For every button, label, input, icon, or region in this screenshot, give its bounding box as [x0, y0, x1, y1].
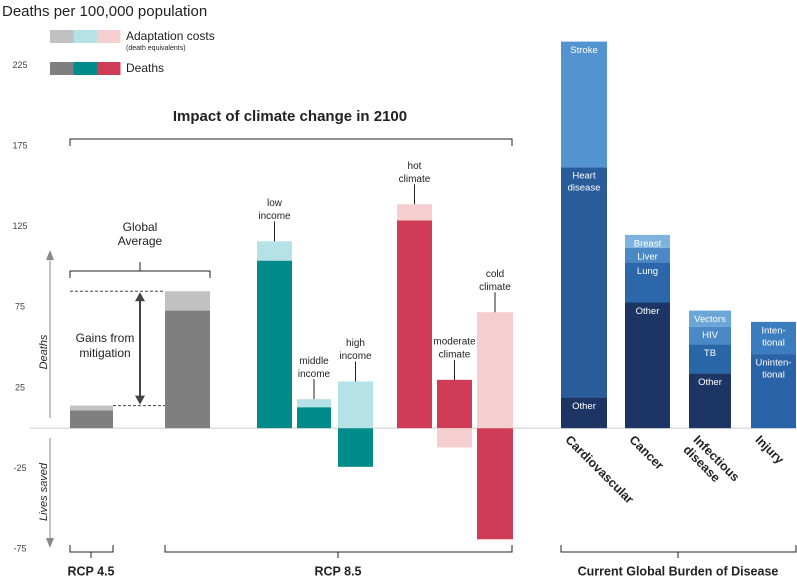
- legend-note: (death equivalents): [126, 45, 186, 52]
- y-tick-label: -25: [13, 463, 26, 473]
- y-tick-label: 225: [12, 60, 27, 70]
- bar-label: middle: [299, 356, 329, 367]
- bar-segment: [257, 260, 292, 429]
- bar-segment: [70, 405, 113, 411]
- bar-segment: [625, 302, 670, 429]
- bar-segment: [689, 373, 731, 429]
- segment-label: Liver: [637, 251, 658, 262]
- bar-segment: [338, 381, 373, 429]
- bar-segment: [689, 310, 731, 327]
- legend-swatch: [50, 30, 74, 43]
- bar-label: climate: [399, 174, 431, 185]
- y-tick-label: 125: [12, 221, 27, 231]
- bar-segment: [625, 234, 670, 248]
- segment-label: Lung: [637, 266, 658, 277]
- bar-segment: [751, 354, 796, 429]
- brackets: [69, 138, 797, 558]
- bar-segment: [689, 326, 731, 345]
- group-label: RCP 8.5: [314, 564, 361, 578]
- bar-label: income: [298, 369, 331, 380]
- category-label: Injury: [753, 433, 787, 467]
- category-label: Cardiovascular: [563, 433, 637, 507]
- legend-swatch: [97, 30, 121, 43]
- y-tick-label: 25: [15, 382, 25, 392]
- bar-segment: [437, 428, 472, 448]
- bar-segment: [625, 262, 670, 303]
- bar-segment: [625, 247, 670, 263]
- y-tick-label: -75: [13, 543, 26, 553]
- legend-swatch: [73, 62, 97, 75]
- bar-segment: [561, 41, 607, 168]
- bar-segment: [561, 397, 607, 429]
- bar-segment: [397, 220, 432, 429]
- axis-label: Lives saved: [38, 462, 50, 521]
- y-tick-label: 175: [12, 141, 27, 151]
- bar-segment: [165, 310, 210, 429]
- legend-label: Deaths: [126, 61, 164, 75]
- annotation: mitigation: [79, 346, 130, 360]
- segment-label: Vectors: [694, 314, 726, 325]
- legend-label: Adaptation costs: [126, 29, 215, 43]
- segment-label: Other: [572, 401, 596, 412]
- bar-segment: [751, 321, 796, 355]
- bar-label: income: [339, 351, 372, 362]
- bar-segment: [689, 344, 731, 374]
- bar-segment: [561, 167, 607, 398]
- arrow-head: [135, 395, 145, 405]
- bar-segment: [477, 428, 513, 540]
- bar-segment: [257, 241, 292, 261]
- bar-label: climate: [479, 282, 511, 293]
- bar-label: low: [267, 198, 283, 209]
- annotation: Global: [123, 220, 158, 234]
- segment-label: HIV: [702, 330, 719, 341]
- category-label: Cancer: [627, 433, 667, 473]
- bar-label: moderate: [433, 336, 476, 347]
- bar-segment: [297, 399, 331, 408]
- bar-label: hot: [408, 161, 422, 172]
- segment-label: disease: [568, 183, 601, 194]
- segment-label: Uninten-: [756, 358, 792, 369]
- axis-label: Deaths: [38, 334, 50, 369]
- segment-label: Other: [698, 377, 722, 388]
- bar-label: cold: [486, 269, 504, 280]
- legend-swatch: [73, 30, 97, 43]
- bar-segment: [297, 407, 331, 429]
- group-label: RCP 4.5: [67, 564, 114, 578]
- bar-label: climate: [439, 349, 471, 360]
- bar-label: high: [346, 338, 365, 349]
- legend-swatch: [50, 62, 74, 75]
- segment-label: TB: [704, 348, 716, 359]
- arrow-head: [135, 292, 145, 302]
- y-tick-label: 75: [15, 302, 25, 312]
- segment-label: Breast: [634, 238, 662, 249]
- bar-segment: [70, 410, 113, 429]
- chart-title: Deaths per 100,000 population: [2, 3, 207, 20]
- annotation: Gains from: [76, 331, 135, 345]
- axis-arrows: [46, 250, 54, 548]
- annotation: Average: [118, 234, 163, 248]
- segment-label: Inten-: [761, 325, 785, 336]
- segment-label: Other: [636, 306, 660, 317]
- impact-title: Impact of climate change in 2100: [173, 108, 407, 125]
- bar-segment: [477, 312, 513, 429]
- segment-label: tional: [762, 337, 785, 348]
- segment-label: Heart: [572, 171, 596, 182]
- bar-segment: [165, 291, 210, 311]
- bar-segment: [437, 379, 472, 429]
- bar-label: income: [258, 211, 291, 222]
- legend-swatch: [97, 62, 121, 75]
- segment-label: tional: [762, 370, 785, 381]
- bar-segment: [397, 204, 432, 221]
- group-label: Current Global Burden of Disease: [578, 564, 779, 578]
- bar-segment: [338, 428, 373, 467]
- segment-label: Stroke: [570, 45, 597, 56]
